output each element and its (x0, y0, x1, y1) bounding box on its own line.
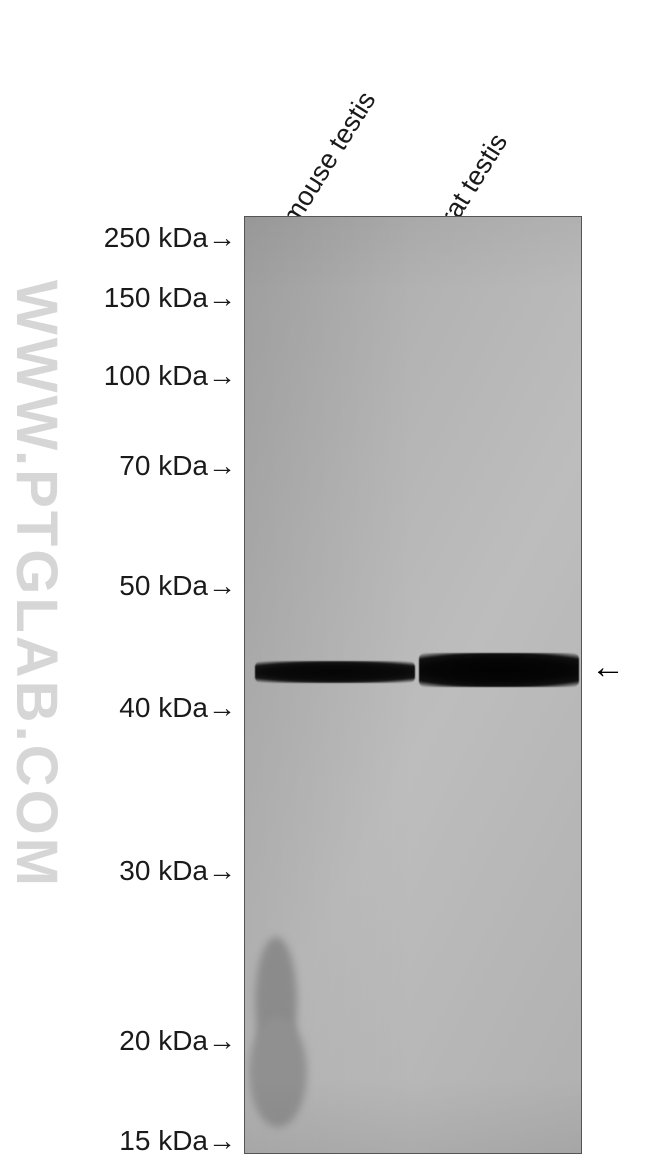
mw-value: 100 kDa (104, 360, 208, 391)
lane-label-text: mouse testis (276, 86, 382, 230)
mw-marker-15: 15 kDa→ (119, 1125, 236, 1157)
mw-value: 250 kDa (104, 222, 208, 253)
arrow-icon: → (208, 570, 236, 602)
arrow-icon: → (208, 1125, 236, 1157)
arrow-icon: → (208, 282, 236, 314)
mw-value: 70 kDa (119, 450, 208, 481)
arrow-icon: → (208, 360, 236, 392)
band-lane1 (255, 661, 415, 683)
arrow-icon: → (208, 222, 236, 254)
mw-marker-30: 30 kDa→ (119, 855, 236, 887)
smudge (249, 1017, 307, 1127)
blot-membrane (244, 216, 582, 1154)
arrow-icon: → (208, 450, 236, 482)
mw-value: 15 kDa (119, 1125, 208, 1156)
lane-label-1: mouse testis (276, 86, 383, 231)
arrow-icon: → (208, 692, 236, 724)
mw-value: 20 kDa (119, 1025, 208, 1056)
mw-marker-100: 100 kDa→ (104, 360, 236, 392)
watermark-value: WWW.PTGLAB.COM (4, 280, 69, 889)
mw-value: 150 kDa (104, 282, 208, 313)
mw-value: 40 kDa (119, 692, 208, 723)
figure-container: mouse testis rat testis 250 kDa→ 150 kDa… (0, 0, 650, 1174)
mw-marker-70: 70 kDa→ (119, 450, 236, 482)
mw-marker-250: 250 kDa→ (104, 222, 236, 254)
arrow-glyph: ← (591, 648, 625, 686)
mw-marker-20: 20 kDa→ (119, 1025, 236, 1057)
band-lane2 (419, 653, 579, 687)
watermark-text: WWW.PTGLAB.COM (3, 280, 70, 889)
mw-value: 50 kDa (119, 570, 208, 601)
mw-marker-150: 150 kDa→ (104, 282, 236, 314)
arrow-icon: → (208, 855, 236, 887)
mw-value: 30 kDa (119, 855, 208, 886)
mw-marker-50: 50 kDa→ (119, 570, 236, 602)
target-band-arrow-icon: ← (591, 648, 625, 687)
mw-marker-40: 40 kDa→ (119, 692, 236, 724)
arrow-icon: → (208, 1025, 236, 1057)
